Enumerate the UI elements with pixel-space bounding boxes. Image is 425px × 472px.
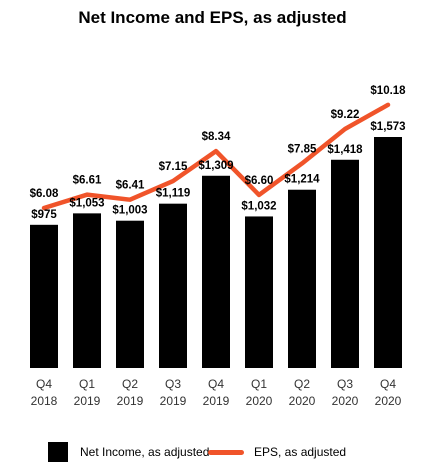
x-tick-year-0: 2018: [31, 394, 58, 408]
x-tick-quarter-6: Q2: [294, 377, 310, 391]
bar-net-income-4: [202, 175, 230, 368]
legend-label-eps: EPS, as adjusted: [254, 445, 347, 459]
legend-item-eps: EPS, as adjusted: [208, 442, 346, 462]
bar-net-income-3: [159, 203, 187, 368]
legend-label-net-income: Net Income, as adjusted: [80, 445, 210, 459]
x-tick-year-4: 2019: [203, 394, 230, 408]
data-label-net-income-2: $1,003: [112, 205, 147, 217]
x-tick-year-6: 2020: [289, 394, 316, 408]
data-label-eps-7: $9.22: [331, 109, 360, 121]
bar-net-income-8: [374, 137, 402, 368]
data-label-net-income-7: $1,418: [327, 144, 363, 156]
data-label-net-income-4: $1,309: [198, 160, 233, 172]
bar-net-income-0: [30, 224, 58, 368]
data-label-net-income-8: $1,573: [370, 121, 405, 133]
data-label-eps-4: $8.34: [202, 131, 231, 143]
x-tick-quarter-0: Q4: [36, 377, 52, 391]
x-tick-year-8: 2020: [375, 394, 402, 408]
data-label-eps-6: $7.85: [288, 143, 317, 155]
x-tick-quarter-8: Q4: [380, 377, 396, 391]
bar-net-income-5: [245, 216, 273, 368]
x-tick-year-7: 2020: [332, 394, 359, 408]
data-label-net-income-6: $1,214: [284, 174, 320, 186]
data-label-net-income-3: $1,119: [156, 188, 191, 200]
data-label-net-income-0: $975: [31, 209, 57, 221]
data-label-eps-3: $7.15: [159, 161, 188, 173]
bar-net-income-1: [73, 213, 101, 368]
x-tick-year-1: 2019: [74, 394, 101, 408]
legend-swatch-eps: [208, 449, 244, 455]
data-label-eps-5: $6.60: [245, 175, 274, 187]
x-tick-quarter-7: Q3: [337, 377, 353, 391]
line-eps: [41, 102, 391, 211]
data-label-eps-0: $6.08: [30, 188, 59, 200]
chart-plot: $975 $6.08 $1,053 $6.61 $1,003 $6.41 $1,119 $7.…: [30, 85, 407, 408]
x-tick-year-5: 2020: [246, 394, 273, 408]
bar-net-income-6: [288, 189, 316, 368]
bar-net-income-7: [331, 159, 359, 368]
data-label-eps-2: $6.41: [116, 180, 145, 192]
data-label-net-income-5: $1,032: [241, 200, 276, 212]
x-tick-quarter-4: Q4: [208, 377, 224, 391]
x-tick-quarter-5: Q1: [251, 377, 267, 391]
legend-swatch-net-income: [48, 442, 68, 462]
legend-item-net-income: Net Income, as adjusted: [48, 442, 209, 462]
data-label-eps-1: $6.61: [73, 175, 102, 187]
x-tick-year-3: 2019: [160, 394, 187, 408]
chart-title: Net Income and EPS, as adjusted: [78, 8, 347, 27]
x-tick-quarter-3: Q3: [165, 377, 181, 391]
bar-net-income-2: [116, 220, 144, 368]
data-label-eps-8: $10.18: [370, 85, 406, 97]
x-tick-quarter-2: Q2: [122, 377, 138, 391]
x-tick-year-2: 2019: [117, 394, 144, 408]
data-label-net-income-1: $1,053: [69, 197, 104, 209]
x-tick-quarter-1: Q1: [79, 377, 95, 391]
